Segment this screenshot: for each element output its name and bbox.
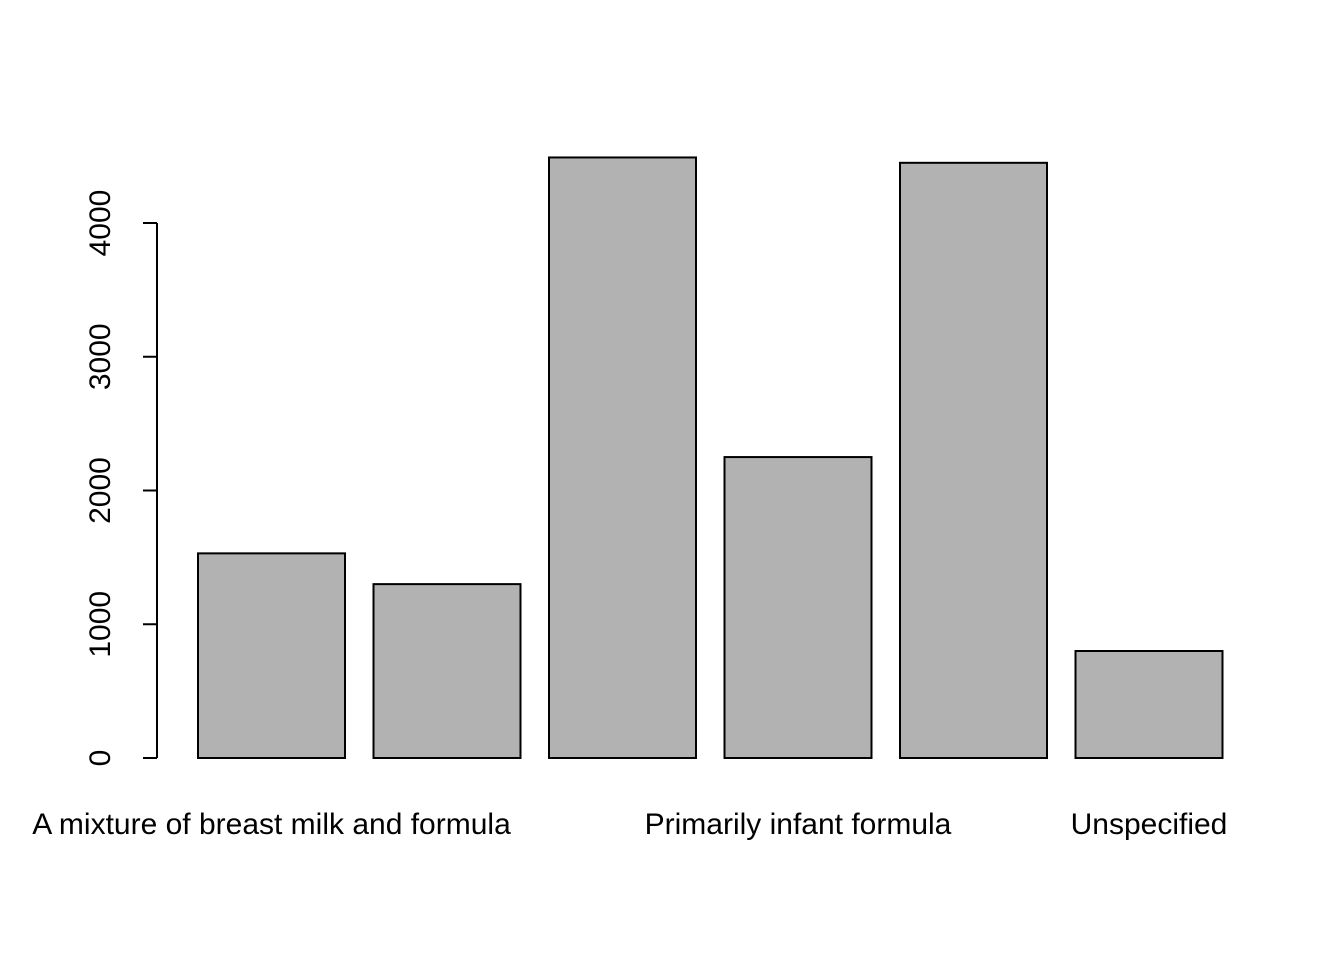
bar-2: [372, 583, 522, 759]
bar-1: [197, 552, 346, 759]
y-tick-label-1000: 1000: [84, 591, 117, 658]
y-axis: 0 1000 2000 3000 4000: [84, 190, 158, 767]
y-tick-label-3000: 3000: [84, 323, 117, 390]
bar-4: [723, 456, 873, 759]
y-tick-label-4000: 4000: [84, 190, 117, 257]
x-axis-labels: A mixture of breast milk and formula Prim…: [32, 808, 1227, 841]
bar-3: [548, 156, 697, 759]
y-tick-label-2000: 2000: [84, 457, 117, 524]
x-category-label-1: A mixture of breast milk and formula: [32, 808, 511, 841]
bars-group: [197, 156, 1224, 759]
bar-6: [1074, 650, 1224, 759]
x-category-label-4: Primarily infant formula: [645, 808, 952, 841]
bar-5: [899, 161, 1048, 759]
y-tick-label-0: 0: [84, 750, 117, 767]
x-category-label-6: Unspecified: [1071, 808, 1228, 841]
